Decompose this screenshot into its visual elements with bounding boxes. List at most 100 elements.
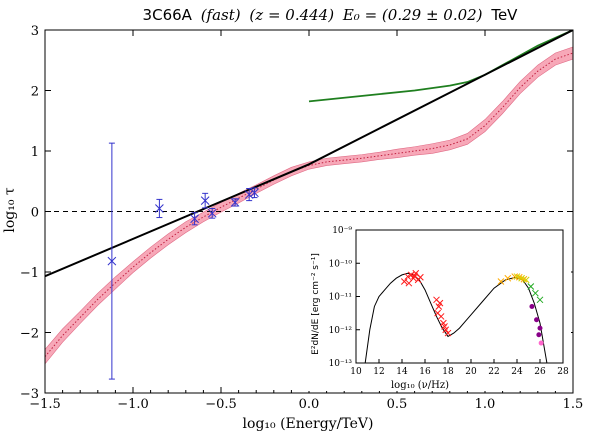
title-energy: E₀ = (0.29 ± 0.02) (342, 6, 483, 24)
x-tick-label: −1.0 (117, 397, 149, 412)
y-tick-label: 3 (31, 24, 39, 39)
marker-stroke (250, 188, 259, 198)
sed-data-point (522, 276, 530, 284)
main-plot-area (45, 30, 573, 380)
inset-x-tick-label: 20 (465, 367, 477, 377)
inset-y-tick-label: 10⁻⁹ (332, 226, 352, 236)
data-point (107, 142, 117, 380)
sed-marker-stroke (520, 275, 528, 283)
title-mode: (fast) (201, 6, 241, 24)
sed-marker-stroke (497, 278, 505, 285)
sed-marker-stroke (434, 309, 442, 317)
marker-stroke (244, 190, 254, 199)
x-tick-label: −0.5 (205, 397, 237, 412)
x-axis-label: log₁₀ (Energy/TeV) (243, 416, 374, 432)
x-tick-label: −1.5 (29, 397, 61, 412)
inset-plot-area (364, 269, 548, 363)
marker-stroke (207, 208, 217, 218)
sed-data-point (444, 329, 452, 337)
marker-stroke (200, 196, 210, 205)
sed-data-point (436, 299, 444, 307)
chart-title: 3C66A (fast) (z = 0.444) E₀ = (0.29 ± 0.… (143, 6, 519, 24)
sed-marker-dot (538, 340, 544, 346)
inset-x-tick-label: 12 (373, 367, 384, 377)
inset-x-tick-label: 14 (396, 367, 408, 377)
sed-data-point (441, 323, 448, 330)
sed-data-point (518, 274, 525, 282)
inset-x-tick-label: 22 (488, 367, 499, 377)
sed-marker-dot (529, 303, 535, 309)
y-tick-label: −3 (20, 387, 39, 402)
sed-marker-dot (537, 325, 543, 331)
sed-data-point (434, 309, 442, 317)
sed-data-point (513, 273, 521, 280)
sed-data-point (417, 273, 424, 281)
sed-data-point (504, 274, 512, 282)
sed-marker-stroke (513, 273, 521, 280)
sed-data-point (536, 332, 542, 338)
sed-data-point (411, 272, 419, 280)
green-series-line (308, 30, 573, 103)
black-series-line (45, 30, 573, 278)
band-center-line (45, 52, 573, 358)
inset-y-tick-label: 10⁻¹¹ (329, 293, 352, 303)
sed-marker-stroke (527, 283, 535, 290)
inset-y-axis-label: E²dN/dE [erg cm⁻² s⁻¹] (311, 253, 321, 355)
inset-x-tick-label: 10 (350, 367, 362, 377)
sed-marker-stroke (444, 329, 452, 337)
sed-marker-stroke (441, 323, 448, 330)
sed-data-point (538, 340, 544, 346)
sed-marker-stroke (404, 273, 412, 280)
title-redshift: (z = 0.444) (249, 6, 334, 24)
inset-x-tick-label: 26 (534, 367, 546, 377)
data-point (190, 212, 199, 226)
inset-x-tick-label: 24 (511, 367, 523, 377)
sed-data-point (400, 278, 408, 285)
marker-stroke (230, 198, 240, 207)
data-point (155, 198, 164, 219)
inset-y-tick-label: 10⁻¹³ (329, 359, 353, 369)
data-point (207, 207, 217, 219)
marker-stroke (107, 256, 117, 266)
x-tick-label: 1.0 (475, 397, 496, 412)
sed-marker-stroke (522, 276, 530, 284)
inset-x-tick-label: 28 (557, 367, 569, 377)
sed-marker-stroke (515, 273, 523, 281)
marker-stroke (155, 204, 164, 213)
x-tick-label: 1.5 (563, 397, 584, 412)
marker-stroke (190, 214, 199, 224)
sed-data-point (527, 283, 535, 290)
y-tick-label: −2 (20, 327, 39, 342)
sed-marker-stroke (437, 313, 445, 320)
y-axis-label: log₁₀ τ (2, 187, 18, 233)
sed-marker-stroke (407, 271, 415, 279)
sed-data-point (529, 303, 535, 309)
x-tick-label: 0.5 (387, 397, 408, 412)
sed-marker-dot (534, 317, 540, 323)
inset-plot: 10 12 14 16 18 20 22 24 26 28 10⁻¹³ 10⁻¹² 10⁻¹¹ 10⁻¹⁰… (306, 224, 571, 391)
sed-marker-stroke (417, 273, 424, 281)
sed-marker-stroke (504, 274, 512, 282)
sed-marker-stroke (532, 289, 539, 297)
sed-marker-stroke (440, 319, 447, 327)
sed-marker-dot (536, 332, 542, 338)
sed-data-point (534, 317, 540, 323)
data-point (230, 198, 240, 207)
sed-data-point (405, 279, 413, 287)
sed-model-curve (364, 272, 548, 363)
inset-x-axis-label: log₁₀ (ν/Hz) (391, 380, 449, 391)
x-tick-label: 0.0 (299, 397, 320, 412)
y-tick-label: −1 (20, 266, 39, 281)
y-tick-label: 2 (31, 85, 39, 100)
title-source: 3C66A (143, 6, 193, 24)
inset-y-tick-label: 10⁻¹⁰ (329, 259, 353, 269)
sed-marker-stroke (433, 296, 440, 304)
inset-x-tick-label: 18 (442, 367, 454, 377)
sed-marker-stroke (405, 279, 413, 287)
sed-marker-stroke (518, 274, 525, 282)
inset-y-tick-label: 10⁻¹² (329, 326, 353, 336)
sed-marker-stroke (400, 278, 408, 285)
y-tick-label: 1 (31, 145, 39, 160)
